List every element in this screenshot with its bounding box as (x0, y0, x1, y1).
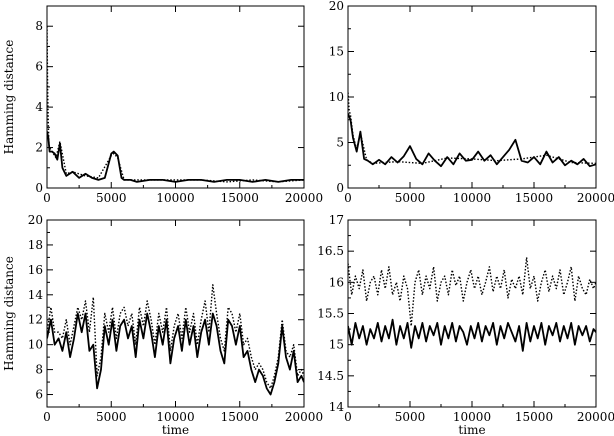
y-tick-label: 16 (329, 275, 344, 289)
y-tick-label: 10 (329, 90, 344, 104)
y-axis-title: Hamming distance (2, 256, 16, 371)
x-axis-title: time (458, 423, 485, 436)
y-tick-label: 18 (28, 238, 43, 252)
series-line-solid (348, 318, 596, 352)
panel-top-right: 0 5000 10000 15000 20000 0 5 10 15 20 (329, 0, 614, 205)
y-tick-label: 14 (329, 400, 345, 414)
x-tick-label: 15000 (221, 191, 259, 205)
x-tick-label: 20000 (285, 191, 323, 205)
panel-bottom-right: 0 5000 10000 15000 20000 14 14.5 15 15.5 16 16.5 17… (317, 213, 614, 436)
x-tick-label: 20000 (577, 191, 614, 205)
x-tick-label: 0 (43, 410, 51, 424)
series-line-solid (47, 131, 304, 183)
y-tick-label: 6 (35, 60, 43, 74)
x-tick-label: 5000 (395, 410, 426, 424)
x-tick-label: 10000 (156, 191, 194, 205)
y-tick-label: 14 (28, 288, 44, 302)
x-tick-label: 15000 (221, 410, 259, 424)
y-axis-title: Hamming distance (2, 40, 16, 155)
x-tick-label: 20000 (577, 410, 614, 424)
y-tick-label: 16.5 (317, 244, 344, 258)
y-tick-label: 10 (28, 338, 43, 352)
y-tick-label: 0 (336, 181, 344, 195)
y-tick-label: 8 (35, 363, 43, 377)
panel-top-left: 0 5000 10000 15000 20000 0 2 4 6 8 Hamming distanc… (2, 5, 323, 205)
series-line-dotted (47, 284, 304, 389)
y-tick-label: 8 (35, 19, 43, 33)
series-line-solid (47, 312, 304, 396)
x-tick-label: 10000 (453, 410, 491, 424)
x-tick-label: 5000 (395, 191, 426, 205)
x-tick-label: 15000 (515, 410, 553, 424)
y-tick-label: 2 (35, 141, 43, 155)
x-tick-label: 10000 (453, 191, 491, 205)
x-tick-label: 15000 (515, 191, 553, 205)
x-tick-label: 10000 (156, 410, 194, 424)
panel-bottom-left: 0 5000 10000 15000 20000 6 8 10 12 14 16 18 20 time Ha… (2, 213, 323, 436)
plot-frame (347, 219, 597, 408)
y-tick-label: 14.5 (317, 369, 344, 383)
y-tick-label: 0 (35, 181, 43, 195)
series-line-dotted (348, 92, 596, 165)
y-tick-label: 15.5 (317, 307, 344, 321)
x-axis-title: time (162, 423, 189, 436)
x-tick-label: 0 (43, 191, 51, 205)
series-line-dotted (47, 26, 304, 183)
y-tick-label: 12 (28, 313, 43, 327)
x-tick-label: 20000 (285, 410, 323, 424)
series-line-dotted (348, 256, 596, 327)
y-tick-label: 5 (336, 136, 344, 150)
plot-frame (46, 5, 305, 189)
y-tick-label: 16 (28, 263, 43, 277)
y-tick-label: 20 (28, 213, 43, 227)
y-tick-label: 15 (329, 45, 344, 59)
x-tick-label: 5000 (96, 191, 127, 205)
y-tick-label: 6 (35, 388, 43, 402)
x-tick-label: 0 (344, 191, 352, 205)
y-tick-label: 20 (329, 0, 344, 13)
x-tick-label: 5000 (96, 410, 127, 424)
x-tick-label: 0 (344, 410, 352, 424)
y-tick-label: 15 (329, 338, 344, 352)
y-tick-label: 17 (329, 213, 344, 227)
y-tick-label: 4 (35, 100, 43, 114)
